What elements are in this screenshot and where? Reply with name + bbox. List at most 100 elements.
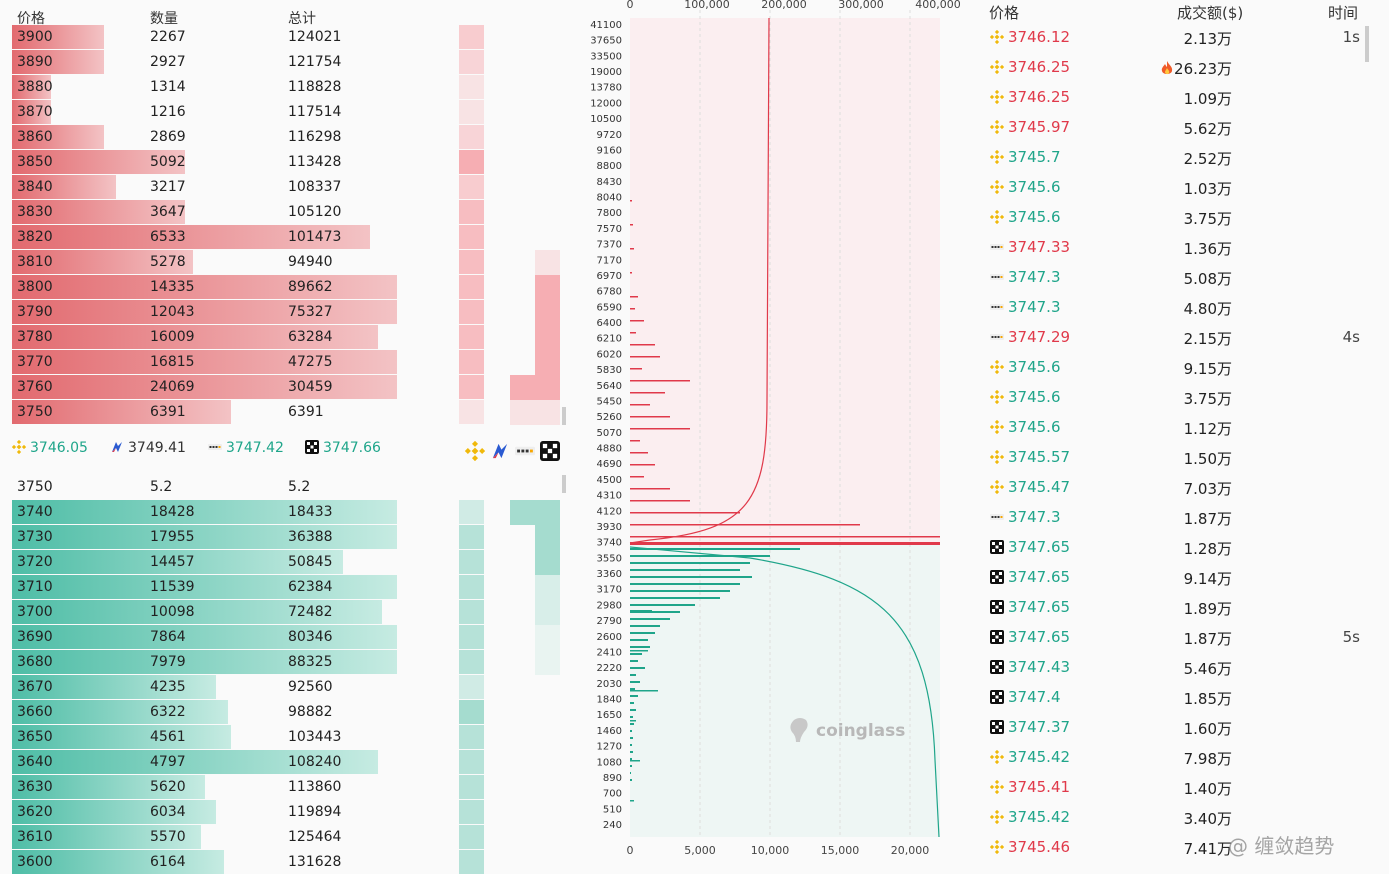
ask-price: 3840: [17, 179, 53, 195]
trade-row: 3747.65 9.14万: [988, 563, 1378, 593]
ask-row[interactable]: 3870 1216 117514: [12, 100, 397, 124]
ask-row[interactable]: 3780 16009 63284: [12, 325, 397, 349]
ask-row[interactable]: 3750 6391 6391: [12, 400, 397, 424]
exchange-price[interactable]: 3747.42: [208, 440, 284, 462]
trade-row: 3747.65 1.89万: [988, 593, 1378, 623]
ask-row[interactable]: 3850 5092 113428: [12, 150, 397, 174]
ask-row[interactable]: 3790 12043 75327: [12, 300, 397, 324]
bid-depth-tick: [630, 590, 730, 592]
bid-exchange-share-bar: [459, 500, 484, 524]
bid-row[interactable]: 3710 11539 62384: [12, 575, 397, 599]
ask-row[interactable]: 3800 14335 89662: [12, 275, 397, 299]
bid-exchange-share-bar: [459, 725, 484, 749]
ask-row[interactable]: 3760 24069 30459: [12, 375, 397, 399]
trade-amount: 2.13万: [1183, 30, 1232, 48]
ask-row[interactable]: 3840 3217 108337: [12, 175, 397, 199]
ask-row[interactable]: 3880 1314 118828: [12, 75, 397, 99]
ask-exchange-share-bar: [510, 375, 560, 400]
okx-icon: [990, 690, 1004, 704]
bid-row[interactable]: 3700 10098 72482: [12, 600, 397, 624]
bid-qty: 6034: [150, 804, 186, 820]
scrollbar[interactable]: [562, 407, 566, 425]
trade-price: 3745.42: [1008, 748, 1071, 766]
ask-qty: 24069: [150, 379, 195, 395]
bid-row[interactable]: 3730 17955 36388: [12, 525, 397, 549]
bid-row[interactable]: 3620 6034 119894: [12, 800, 397, 824]
bid-depth-tick: [630, 779, 632, 781]
top-axis-tick: 300,000: [838, 0, 884, 11]
ask-total: 47275: [288, 354, 333, 370]
price-axis-label: 3550: [597, 553, 622, 564]
bid-depth-tick: [630, 650, 648, 652]
bid-row[interactable]: 3610 5570 125464: [12, 825, 397, 849]
ask-exchange-share-bar: [459, 275, 484, 299]
ask-price: 3750: [17, 404, 53, 420]
bid-row[interactable]: 3740 18428 18433: [12, 500, 397, 524]
exchange-price[interactable]: 3749.41: [110, 440, 186, 462]
ask-depth-bar: [12, 400, 232, 424]
bid-row[interactable]: 3660 6322 98882: [12, 700, 397, 724]
bid-depth-tick: [630, 625, 660, 627]
ask-depth-bar: [12, 50, 105, 74]
binance-icon: [990, 210, 1004, 224]
bid-price: 3640: [17, 754, 53, 770]
trades-scrollbar[interactable]: [1365, 26, 1369, 62]
bid-row[interactable]: 3650 4561 103443: [12, 725, 397, 749]
ask-depth-tick: [630, 452, 648, 454]
ask-row[interactable]: 3770 16815 47275: [12, 350, 397, 374]
price-axis-label: 4120: [597, 506, 622, 517]
binance-icon: [990, 30, 1004, 44]
bid-row[interactable]: 3720 14457 50845: [12, 550, 397, 574]
exchange-price[interactable]: 3747.66: [305, 440, 381, 462]
trade-amount: 7.98万: [1183, 750, 1232, 768]
trade-price: 3745.6: [1008, 388, 1061, 406]
price-axis-label: 6020: [597, 349, 622, 360]
exchange-price[interactable]: 3746.05: [12, 440, 88, 462]
bid-price: 3600: [17, 854, 53, 870]
binance-icon[interactable]: [465, 441, 485, 461]
trade-row: 3747.65 1.28万: [988, 533, 1378, 563]
bid-qty: 18428: [150, 504, 195, 520]
okx-icon[interactable]: [540, 441, 560, 461]
bid-qty: 5570: [150, 829, 186, 845]
ask-depth-tick: [630, 464, 655, 466]
bybit-icon[interactable]: [515, 441, 535, 461]
bid-price: 3650: [17, 729, 53, 745]
bid-cumulative-line: [629, 546, 940, 838]
bid-depth-bar: [12, 550, 344, 574]
ask-price: 3820: [17, 229, 53, 245]
exchange-price-value: 3749.41: [128, 440, 186, 456]
huobi-icon[interactable]: [490, 441, 510, 461]
trade-row: 3747.3 4.80万: [988, 293, 1378, 323]
bid-depth-tick: [630, 660, 638, 662]
bid-depth-tick: [630, 639, 648, 641]
bid-row[interactable]: 3680 7979 88325: [12, 650, 397, 674]
ask-row[interactable]: 3860 2869 116298: [12, 125, 397, 149]
bid-row[interactable]: 3670 4235 92560: [12, 675, 397, 699]
bid-row[interactable]: 3600 6164 131628: [12, 850, 397, 874]
price-axis-label: 9720: [597, 130, 622, 141]
exchange-filter[interactable]: [465, 440, 565, 462]
trade-amount: 1.50万: [1183, 450, 1232, 468]
trade-price: 3745.57: [1008, 448, 1071, 466]
bid-row[interactable]: 3630 5620 113860: [12, 775, 397, 799]
ask-row[interactable]: 3830 3647 105120: [12, 200, 397, 224]
ask-exchange-share-bar: [459, 300, 484, 324]
ask-row[interactable]: 3900 2267 124021: [12, 25, 397, 49]
ask-row[interactable]: 3820 6533 101473: [12, 225, 397, 249]
ask-total: 113428: [288, 154, 342, 170]
trades-header-price: 价格: [989, 4, 1020, 22]
bid-depth-tick: [630, 548, 800, 550]
bid-row[interactable]: 3690 7864 80346: [12, 625, 397, 649]
bid-row[interactable]: 3640 4797 108240: [12, 750, 397, 774]
ask-row[interactable]: 3810 5278 94940: [12, 250, 397, 274]
price-axis-label: 1080: [597, 757, 622, 768]
ask-price: 3790: [17, 304, 53, 320]
bid-total: 88325: [288, 654, 333, 670]
scrollbar[interactable]: [562, 475, 566, 493]
ask-depth-tick: [630, 440, 640, 442]
trade-row: 3745.6 3.75万: [988, 383, 1378, 413]
ask-row[interactable]: 3890 2927 121754: [12, 50, 397, 74]
price-axis-label: 6780: [597, 287, 622, 298]
bid-depth-tick: [630, 674, 636, 676]
